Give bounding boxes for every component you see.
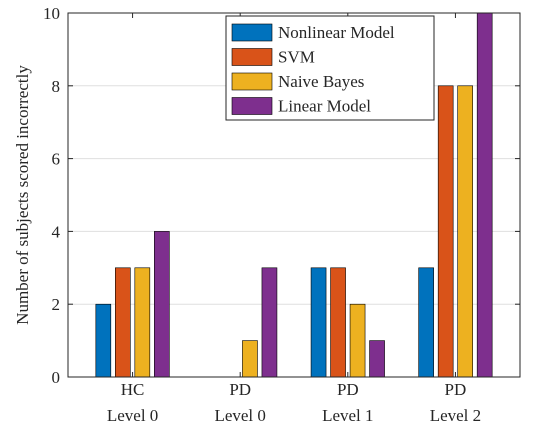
legend-swatch — [231, 97, 273, 115]
legend-label: Nonlinear Model — [278, 23, 395, 42]
bar — [95, 303, 112, 378]
bar — [476, 12, 493, 378]
x-tick-label: PD — [445, 380, 467, 399]
legend-swatch — [231, 48, 273, 66]
y-tick-label: 10 — [43, 4, 60, 23]
bar — [242, 340, 258, 378]
y-tick-label: 4 — [52, 222, 61, 241]
bar — [369, 340, 385, 378]
x-axis-ticks: HC Level 0 PD Level 0 PD Level 1 PD Level 2 — [107, 13, 481, 425]
legend-label: Naive Bayes — [278, 72, 364, 91]
y-tick-label: 6 — [52, 150, 61, 169]
legend: Nonlinear Model SVM Naive Bayes Linear Mode… — [225, 15, 435, 121]
x-tick-label-line2: Level 0 — [214, 406, 265, 425]
bar — [154, 231, 170, 378]
bar — [349, 303, 366, 378]
bar — [330, 267, 346, 378]
x-tick-label: HC — [121, 380, 145, 399]
y-axis-label: Number of subjects scored incorrectly — [13, 65, 32, 325]
bar — [310, 267, 327, 378]
legend-swatch — [231, 72, 273, 91]
y-axis-ticks: 0 2 4 6 8 10 — [43, 4, 520, 387]
legend-swatch — [231, 23, 273, 42]
bar — [457, 85, 473, 378]
x-tick-label-line2: Level 0 — [107, 406, 158, 425]
bar — [437, 85, 454, 378]
legend-label: SVM — [278, 48, 315, 67]
bar — [261, 267, 278, 378]
bar — [115, 267, 131, 378]
y-tick-label: 8 — [52, 77, 61, 96]
x-tick-label: PD — [337, 380, 359, 399]
bar — [134, 267, 151, 378]
x-tick-label-line2: Level 1 — [322, 406, 373, 425]
x-tick-label: PD — [229, 380, 251, 399]
bars — [95, 12, 493, 378]
y-tick-label: 0 — [52, 368, 61, 387]
plot-frame — [67, 12, 521, 378]
y-tick-label: 2 — [52, 295, 61, 314]
x-tick-label-line2: Level 2 — [430, 406, 481, 425]
legend-label: Linear Model — [278, 97, 371, 116]
bar — [418, 267, 434, 378]
